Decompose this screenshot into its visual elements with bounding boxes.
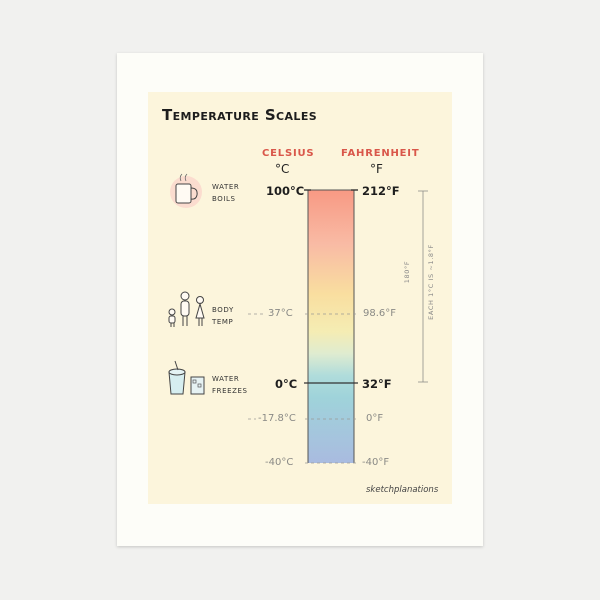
span-bracket xyxy=(418,190,428,383)
celsius-zero-f-mark: -17.8°C xyxy=(258,413,296,424)
temperature-bar xyxy=(308,190,354,463)
fahrenheit-unit: °F xyxy=(370,162,383,176)
family-icon xyxy=(168,291,205,327)
span-label: 180°F xyxy=(403,260,411,284)
celsius-freeze-mark: 0°C xyxy=(275,377,298,391)
body-temp-label: BODY TEMP xyxy=(212,306,234,326)
celsius-body-mark: 37°C xyxy=(268,308,293,319)
water-freezes-label: WATER FREEZES xyxy=(212,375,248,395)
celsius-header: CELSIUS xyxy=(262,148,315,159)
fahrenheit-minus40-mark: -40°F xyxy=(362,457,390,468)
fahrenheit-header: FAHRENHEIT xyxy=(341,148,420,159)
fahrenheit-body-mark: 98.6°F xyxy=(363,308,397,319)
fahrenheit-zero-f-mark: 0°F xyxy=(366,413,384,424)
brand-signature: sketchplanations xyxy=(366,485,439,495)
dashed-guides xyxy=(248,313,357,464)
major-ticks xyxy=(304,189,358,384)
conversion-rule-label: EACH 1°C IS ~1.8°F xyxy=(427,244,435,320)
page-title: Temperature Scales xyxy=(162,106,318,124)
celsius-minus40-mark: -40°C xyxy=(265,457,294,468)
celsius-unit: °C xyxy=(275,162,290,176)
water-boils-label: WATER BOILS xyxy=(212,183,240,203)
celsius-boil-mark: 100°C xyxy=(266,184,305,198)
iced-drink-icon xyxy=(168,360,205,395)
fahrenheit-freeze-mark: 32°F xyxy=(362,377,392,391)
fahrenheit-boil-mark: 212°F xyxy=(362,184,400,198)
coffee-mug-icon xyxy=(170,173,202,208)
